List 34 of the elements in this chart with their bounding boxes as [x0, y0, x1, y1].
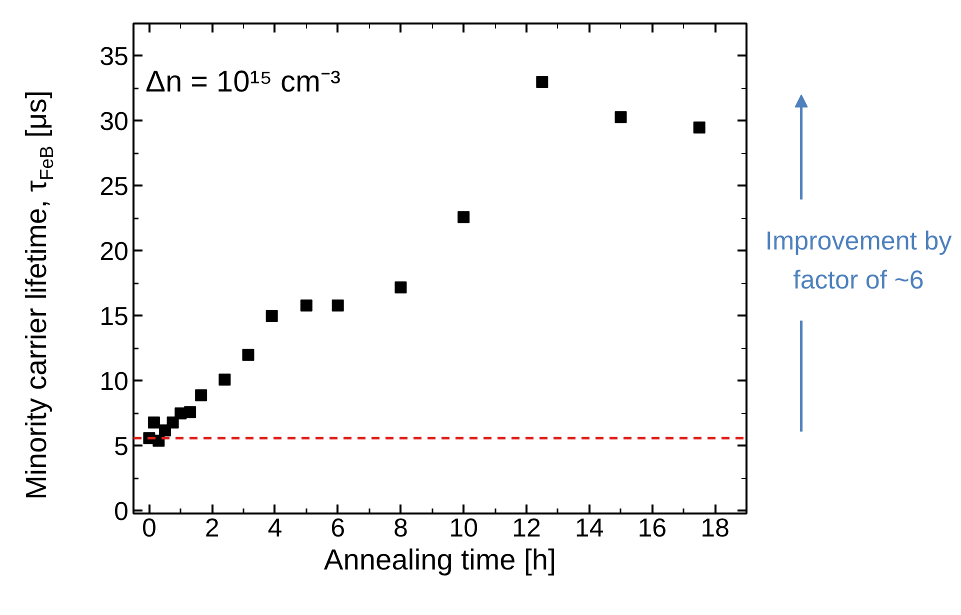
- x-tick-label: 8: [393, 512, 408, 542]
- text: Improvement by factor of ~6: [765, 226, 952, 295]
- point: [458, 211, 470, 224]
- x-tick-label: 10: [449, 512, 478, 542]
- x-tick-label: 16: [638, 512, 667, 542]
- x-tick-label: 0: [142, 512, 156, 542]
- point: [148, 416, 160, 429]
- x-tick-label: 4: [268, 512, 282, 542]
- point: [332, 300, 344, 312]
- point: [266, 310, 278, 322]
- y-tick-label: 5: [114, 430, 129, 461]
- y-tick-label: 20: [100, 236, 128, 266]
- point: [242, 348, 254, 361]
- y-tick-label: 30: [100, 106, 128, 136]
- x-tick-label: 14: [574, 512, 604, 542]
- point: [195, 389, 208, 402]
- point: [218, 374, 231, 386]
- y-tick-label: 10: [100, 366, 128, 396]
- point: [394, 281, 407, 294]
- point: [300, 300, 312, 312]
- point: [614, 111, 627, 124]
- x-tick-label: 6: [330, 512, 346, 542]
- x-tick-label: 18: [700, 512, 730, 542]
- x-axis-title: Annealing time [h]: [324, 544, 556, 576]
- x-tick-label: 12: [512, 512, 541, 542]
- point: [184, 406, 196, 418]
- point: [693, 121, 706, 134]
- x-tick-label: 2: [204, 512, 220, 542]
- y-tick-label: 35: [100, 40, 128, 71]
- y-tick-label: 15: [100, 300, 128, 331]
- point: [536, 76, 548, 88]
- annotation: Δn = 10¹⁵ cm⁻³: [146, 66, 341, 98]
- y-tick-label: 25: [100, 170, 128, 201]
- point: [166, 416, 179, 429]
